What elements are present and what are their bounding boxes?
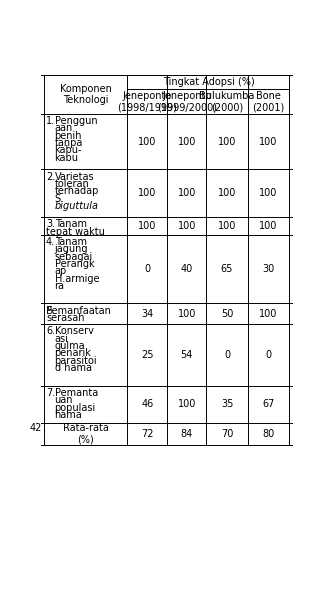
Text: aan: aan [55, 123, 73, 134]
Text: biguttula: biguttula [55, 201, 98, 211]
Text: 65: 65 [221, 264, 233, 274]
Text: 100: 100 [218, 188, 236, 198]
Text: Bone
(2001): Bone (2001) [252, 91, 285, 113]
Text: kabu: kabu [55, 153, 79, 163]
Text: 34: 34 [141, 309, 153, 318]
Text: 100: 100 [177, 137, 196, 146]
Text: uan: uan [55, 396, 73, 405]
Text: 0: 0 [144, 264, 150, 274]
Text: Perangk: Perangk [55, 259, 94, 269]
Text: 25: 25 [141, 350, 153, 360]
Text: sebagai: sebagai [55, 252, 93, 262]
Text: 100: 100 [177, 221, 196, 231]
Text: serasah: serasah [46, 313, 84, 323]
Text: 100: 100 [177, 188, 196, 198]
Text: 7.: 7. [46, 388, 55, 398]
Text: 54: 54 [180, 350, 193, 360]
Text: 6.: 6. [46, 326, 55, 337]
Text: Pemanfaatan: Pemanfaatan [46, 306, 111, 315]
Text: 80: 80 [262, 429, 275, 439]
Text: Tingkat Adopsi (%): Tingkat Adopsi (%) [162, 77, 254, 87]
Text: 100: 100 [138, 188, 156, 198]
Text: 100: 100 [218, 221, 236, 231]
Text: Varietas: Varietas [55, 172, 94, 182]
Text: 42: 42 [30, 423, 42, 433]
Text: 100: 100 [177, 309, 196, 318]
Text: Tanam: Tanam [55, 219, 86, 229]
Text: Penggun: Penggun [55, 116, 97, 126]
Text: 40: 40 [181, 264, 193, 274]
Text: Konserv: Konserv [55, 326, 94, 337]
Text: 50: 50 [221, 309, 233, 318]
Text: d hama: d hama [55, 363, 92, 373]
Text: 100: 100 [138, 221, 156, 231]
Text: 1.: 1. [46, 116, 55, 126]
Text: Komponen
Teknologi: Komponen Teknologi [60, 84, 111, 105]
Text: kabu-: kabu- [55, 146, 82, 155]
Text: 4.: 4. [46, 237, 55, 247]
Text: Jeneponto
(1999/2000): Jeneponto (1999/2000) [157, 91, 217, 113]
Text: Pemanta: Pemanta [55, 388, 98, 398]
Text: gulma: gulma [55, 341, 85, 351]
Text: penarik: penarik [55, 349, 91, 358]
Text: Jeneponto
(1998/1999): Jeneponto (1998/1999) [117, 91, 177, 113]
Text: S.: S. [55, 193, 64, 203]
Text: Tanam: Tanam [55, 237, 86, 247]
Text: jagung: jagung [55, 244, 88, 254]
Text: 67: 67 [262, 399, 275, 409]
Text: 100: 100 [138, 137, 156, 146]
Text: 100: 100 [259, 137, 278, 146]
Text: 2.: 2. [46, 172, 55, 182]
Text: asi: asi [55, 334, 69, 344]
Text: 0: 0 [266, 350, 272, 360]
Text: parasitoi: parasitoi [55, 356, 97, 365]
Text: 30: 30 [262, 264, 275, 274]
Text: 100: 100 [259, 221, 278, 231]
Text: 3.: 3. [46, 219, 55, 229]
Text: 100: 100 [259, 188, 278, 198]
Text: 100: 100 [218, 137, 236, 146]
Text: 35: 35 [221, 399, 233, 409]
Text: 84: 84 [181, 429, 193, 439]
Text: Rata-rata
(%): Rata-rata (%) [63, 423, 109, 444]
Text: 100: 100 [259, 309, 278, 318]
Text: tanpa: tanpa [55, 138, 83, 148]
Text: H.armige: H.armige [55, 273, 99, 284]
Text: ap: ap [55, 266, 67, 276]
Text: 100: 100 [177, 399, 196, 409]
Text: terhadap: terhadap [55, 186, 99, 196]
Text: 72: 72 [141, 429, 153, 439]
Text: tepat waktu: tepat waktu [46, 226, 105, 237]
Text: populasi: populasi [55, 403, 96, 412]
Text: 0: 0 [224, 350, 230, 360]
Text: benih: benih [55, 131, 82, 141]
Text: Bulukumba
(2000): Bulukumba (2000) [199, 91, 255, 113]
Text: hama: hama [55, 410, 82, 420]
Text: 5.: 5. [46, 306, 55, 315]
Text: toleran: toleran [55, 179, 89, 189]
Text: 70: 70 [221, 429, 233, 439]
Text: ra: ra [55, 281, 65, 291]
Text: 46: 46 [141, 399, 153, 409]
